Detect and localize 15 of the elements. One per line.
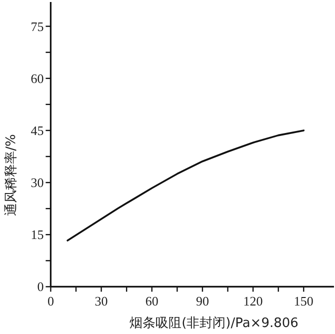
y-tick-label: 45 [30,122,44,138]
y-tick-label: 75 [30,18,44,34]
line-series [66,130,305,242]
x-tick-label: 90 [196,294,209,309]
x-tick-label: 30 [94,294,108,309]
y-tick-label: 60 [30,70,44,86]
y-tick-label: 30 [30,175,44,190]
x-tick-label: 150 [294,294,314,309]
y-tick-label: 15 [30,227,44,242]
x-axis-title: 烟条吸阻(非封闭)/Pa×9.806 [130,316,298,331]
y-axis-title: 通风稀释率/% [3,134,19,216]
x-tick-label: 120 [243,294,263,309]
x-tick-label: 60 [145,294,158,309]
y-tick-label: 0 [37,279,44,294]
x-tick-label: 0 [47,294,54,309]
